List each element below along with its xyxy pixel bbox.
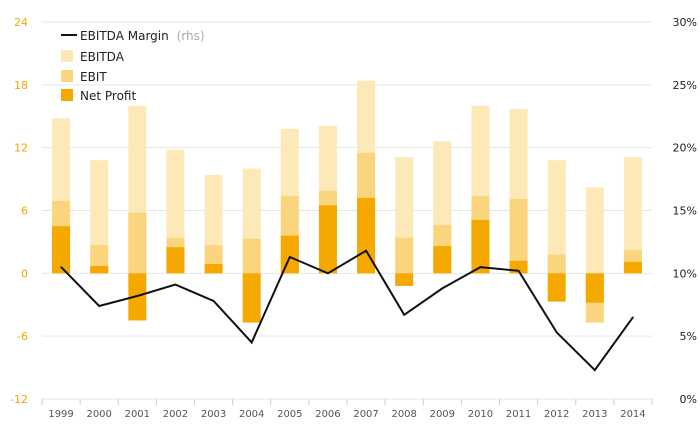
point-ebitda-margin [289,256,291,258]
legend-item-ebit: EBIT [61,70,107,84]
point-ebitda-margin [98,305,100,307]
bar-net-profit [585,273,604,303]
bar-net-profit [547,273,566,302]
x-tick-label: 2013 [582,409,607,420]
legend-swatch-ebit [61,70,73,82]
point-ebitda-margin [212,300,215,302]
y-left-tick-label: 6 [21,205,28,218]
bar-net-profit [242,273,261,323]
x-tick-label: 1999 [48,409,73,420]
point-ebitda-margin [632,316,634,319]
legend-swatch-net-profit [61,89,73,101]
bar-net-profit [280,235,299,274]
legend-label-ebit: EBIT [80,70,107,84]
legend-label-net-profit: Net Profit [80,89,136,103]
x-tick-label: 2006 [315,409,340,420]
point-ebitda-margin [517,270,520,272]
margin-line-group [60,249,634,372]
bar-net-profit [318,205,337,274]
x-tick-label: 2009 [430,409,455,420]
bar-net-profit [90,266,109,274]
y-left-tick-label: 18 [14,79,28,92]
bar-ebitda [623,157,642,274]
bar-net-profit [166,247,185,274]
y-left-tick-label: -6 [17,330,28,343]
legend-item-net-profit: Net Profit [61,89,136,103]
point-ebitda-margin [327,272,329,275]
bar-ebit [242,238,261,274]
point-ebitda-margin [479,266,482,268]
x-tick-label: 2002 [163,409,188,420]
bar-ebit [509,198,528,274]
x-tick-label: 2012 [544,409,569,420]
y-right-tick-label: 15% [673,205,697,218]
point-ebitda-margin [555,331,558,334]
legend-swatch-ebitda [61,50,73,62]
y-right-tick-label: 5% [680,330,697,343]
x-tick-label: 2011 [506,409,531,420]
point-ebitda-margin [250,341,253,344]
line-ebitda-margin [60,249,634,372]
x-tick-label: 2007 [353,409,378,420]
legend-label-ebitda-margin: EBITDA Margin (rhs) [80,29,205,43]
legend-item-ebitda: EBITDA [61,50,125,64]
axes-group: -12 -6 0 6 12 18 24 0% 5% 10% 15% 20% 25% 30% 1999 2000… [10,16,697,420]
point-ebitda-margin [594,369,596,371]
bar-net-profit [395,273,414,286]
x-tick-label: 2014 [620,409,645,420]
y-left-tick-label: 0 [21,267,28,280]
y-left-tick-label: 24 [14,16,28,29]
bar-net-profit [433,246,452,274]
point-ebitda-margin [441,287,444,290]
legend-item-ebitda-margin: EBITDA Margin (rhs) [61,29,205,43]
x-tick-label: 2004 [239,409,264,420]
point-ebitda-margin [60,266,62,268]
x-tick-label: 2005 [277,409,302,420]
bars-group [52,80,642,323]
legend-label-ebitda: EBITDA [80,50,125,64]
y-right-tick-label: 30% [673,16,697,29]
y-right-tick-label: 10% [673,267,697,280]
y-right-tick-label: 20% [673,142,697,155]
bar-ebitda [585,187,604,274]
legend: EBITDA Margin (rhs) EBITDA EBIT Net Prof… [61,29,205,103]
bar-net-profit [471,219,490,274]
bar-net-profit [204,263,223,274]
bar-ebitda [547,160,566,274]
x-tick-label: 2001 [125,409,150,420]
bar-ebit [128,212,147,274]
point-ebitda-margin [365,249,367,252]
bar-net-profit [52,226,71,274]
y-left-tick-label: -12 [10,393,28,406]
point-ebitda-margin [174,283,177,286]
point-ebitda-margin [403,314,405,316]
x-tick-label: 2010 [468,409,493,420]
bar-ebit [547,254,566,274]
bar-net-profit [623,261,642,274]
x-tick-label: 2003 [201,409,226,420]
point-ebitda-margin [136,295,139,297]
bar-ebit [395,237,414,274]
y-right-tick-label: 0% [680,393,697,406]
y-right-tick-label: 25% [673,79,697,92]
y-left-tick-label: 12 [14,142,28,155]
x-tick-label: 2008 [391,409,416,420]
x-tick-label: 2000 [86,409,111,420]
